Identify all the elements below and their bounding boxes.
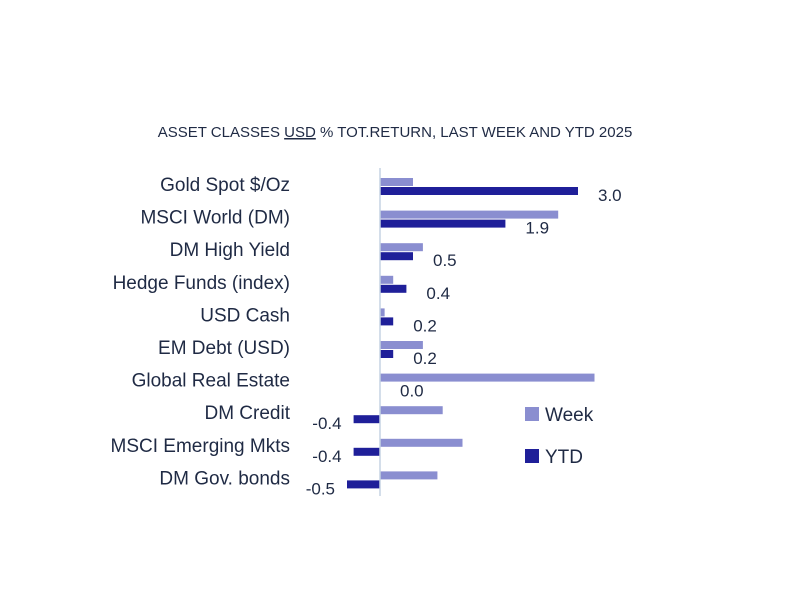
category-label-dm-high-yield: DM High Yield [170,240,290,261]
value-label-msci-world-dm: 1.9 [525,219,549,238]
value-label-gold-spot-oz: 3.0 [598,186,622,205]
legend-label-ytd: YTD [545,447,583,468]
bar-ytd-em-debt-usd [380,350,394,358]
value-label-em-debt-usd: 0.2 [413,349,437,368]
value-label-global-real-estate: 0.0 [400,382,424,401]
value-label-dm-gov-bonds: -0.5 [306,479,335,498]
bar-ytd-usd-cash [380,317,394,326]
bar-ytd-dm-gov-bonds [347,480,380,489]
value-label-msci-emerging-mkts: -0.4 [312,447,341,466]
category-label-global-real-estate: Global Real Estate [132,371,290,392]
bars-layer [347,178,595,489]
legend-swatch-week [525,407,539,421]
bar-week-global-real-estate [380,373,595,382]
value-label-dm-high-yield: 0.5 [433,251,457,270]
legend-label-week: Week [545,405,594,426]
bar-ytd-dm-high-yield [380,252,413,261]
category-label-dm-credit: DM Credit [204,403,290,424]
category-label-hedge-funds-index: Hedge Funds (index) [113,273,290,294]
bar-week-gold-spot-oz [380,178,413,186]
bar-ytd-gold-spot-oz [380,187,578,195]
title-suffix: % TOT.RETURN, LAST WEEK AND YTD 2025 [316,124,633,141]
title-underlined: USD [284,124,316,141]
category-label-msci-world-dm: MSCI World (DM) [140,208,290,229]
bar-ytd-msci-emerging-mkts [353,447,380,456]
chart-title: ASSET CLASSES USD % TOT.RETURN, LAST WEE… [158,124,633,141]
category-label-usd-cash: USD Cash [200,305,290,326]
bar-week-dm-gov-bonds [380,471,438,480]
category-label-msci-emerging-mkts: MSCI Emerging Mkts [111,436,290,457]
value-label-hedge-funds-index: 0.4 [426,284,450,303]
bar-week-dm-high-yield [380,243,423,252]
value-label-dm-credit: -0.4 [312,414,341,433]
title-prefix: ASSET CLASSES [158,124,284,141]
value-label-usd-cash: 0.2 [413,316,437,335]
bar-week-em-debt-usd [380,341,423,349]
legend: Week YTD [525,405,594,468]
legend-swatch-ytd [525,449,539,463]
bar-ytd-dm-credit [353,415,380,424]
bar-week-usd-cash [380,308,385,317]
bar-ytd-msci-world-dm [380,219,506,228]
bar-week-msci-emerging-mkts [380,438,463,447]
category-label-em-debt-usd: EM Debt (USD) [158,338,290,359]
category-label-gold-spot-oz: Gold Spot $/Oz [160,175,290,196]
category-labels: Gold Spot $/Oz MSCI World (DM) DM High Yie… [111,175,291,489]
value-labels: 3.0 1.9 0.5 0.4 0.2 0.2 0.0 -0.4 -0.4 -0.5 [306,186,622,498]
bar-week-hedge-funds-index [380,275,394,284]
category-label-dm-gov-bonds: DM Gov. bonds [159,468,290,489]
bar-week-msci-world-dm [380,210,559,219]
bar-week-dm-credit [380,406,443,415]
bar-ytd-hedge-funds-index [380,284,407,293]
